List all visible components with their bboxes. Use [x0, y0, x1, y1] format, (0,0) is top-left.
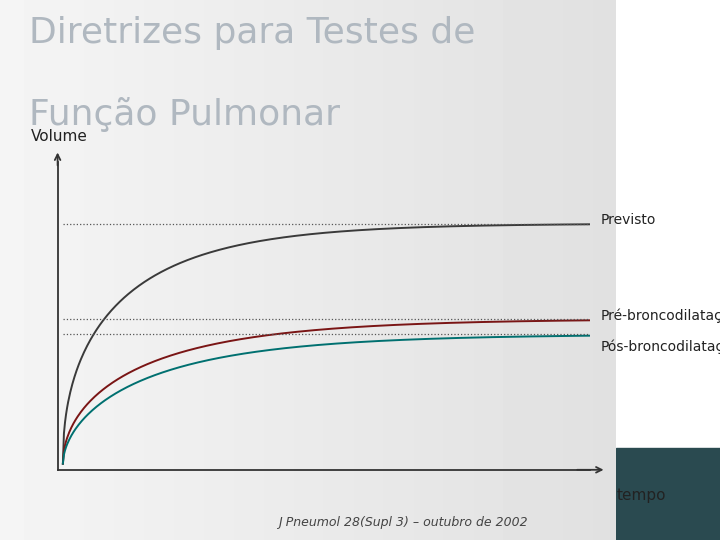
Text: J Pneumol 28(Supl 3) – outubro de 2002: J Pneumol 28(Supl 3) – outubro de 2002: [279, 516, 528, 529]
Text: Volume: Volume: [31, 129, 88, 144]
Text: Pós-broncodilatação: Pós-broncodilatação: [601, 340, 720, 354]
Text: tempo: tempo: [617, 488, 667, 503]
Text: Função Pulmonar: Função Pulmonar: [29, 97, 340, 132]
Bar: [616, 448, 720, 540]
Text: Previsto: Previsto: [601, 213, 657, 227]
Text: Pré-broncodilatação: Pré-broncodilatação: [601, 309, 720, 323]
Text: Diretrizes para Testes de: Diretrizes para Testes de: [29, 16, 475, 50]
